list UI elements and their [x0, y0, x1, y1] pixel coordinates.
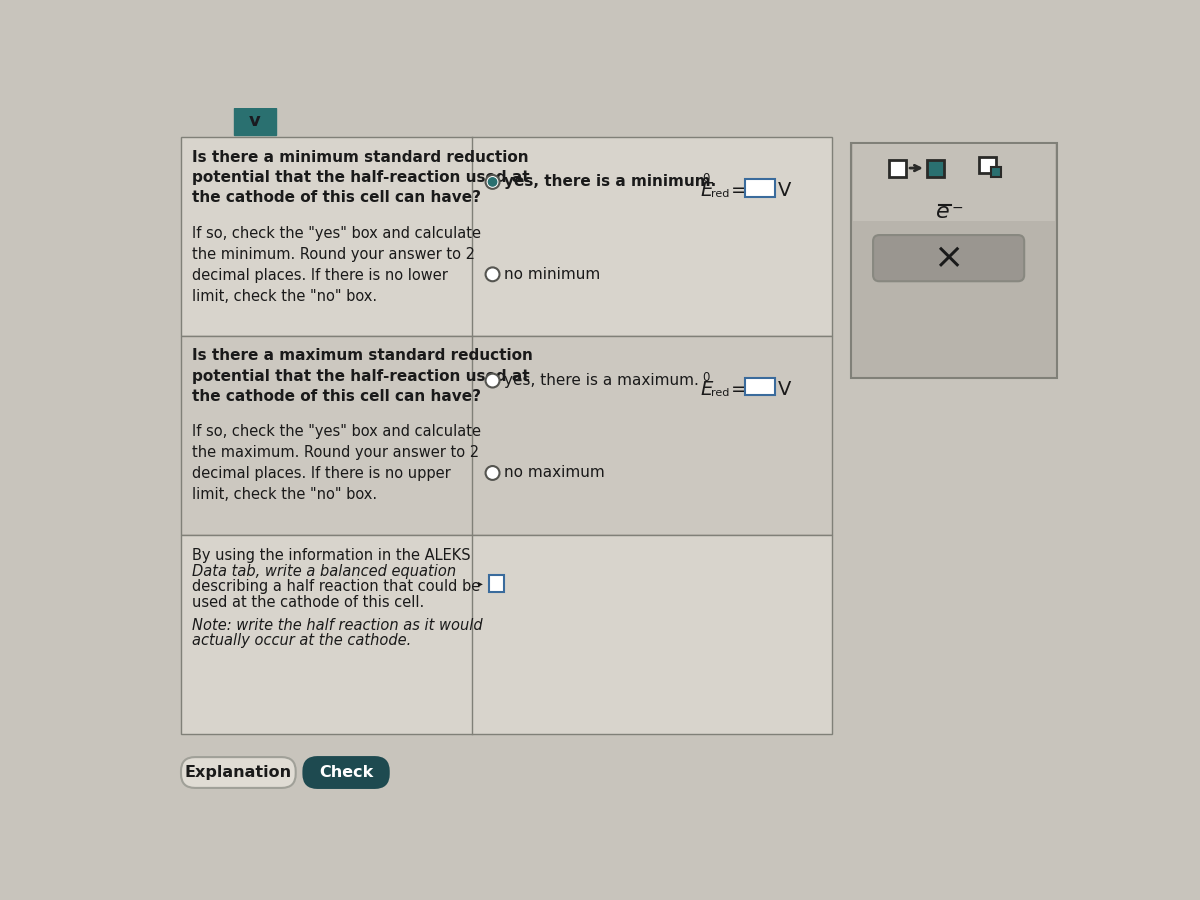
FancyBboxPatch shape	[181, 757, 295, 788]
Text: Is there a minimum standard reduction
potential that the half-reaction used at
t: Is there a minimum standard reduction po…	[192, 149, 529, 205]
Text: E: E	[701, 380, 713, 399]
Text: e: e	[936, 202, 949, 222]
Bar	[181, 138, 832, 336]
Circle shape	[486, 175, 499, 189]
Text: Explanation: Explanation	[185, 765, 292, 780]
Bar	[888, 159, 906, 176]
Bar	[851, 142, 1057, 377]
Text: =: =	[731, 380, 748, 399]
Text: V: V	[778, 181, 791, 200]
Text: Note: write the half reaction as it would: Note: write the half reaction as it woul…	[192, 617, 482, 633]
Circle shape	[486, 267, 499, 281]
Text: v: v	[250, 112, 260, 130]
FancyBboxPatch shape	[304, 757, 389, 788]
Text: red: red	[712, 189, 730, 199]
Text: red: red	[712, 388, 730, 398]
Text: 0: 0	[702, 371, 709, 383]
Text: 0: 0	[702, 172, 709, 184]
Text: no minimum: no minimum	[504, 266, 600, 282]
Text: describing a half reaction that could be: describing a half reaction that could be	[192, 580, 480, 594]
Bar	[745, 377, 775, 395]
Text: actually occur at the cathode.: actually occur at the cathode.	[192, 633, 412, 648]
Circle shape	[486, 374, 499, 388]
Text: Is there a maximum standard reduction
potential that the half-reaction used at
t: Is there a maximum standard reduction po…	[192, 348, 533, 404]
FancyBboxPatch shape	[874, 235, 1025, 281]
Text: yes, there is a minimum.: yes, there is a minimum.	[504, 175, 716, 189]
Text: V: V	[778, 380, 791, 399]
Circle shape	[486, 466, 499, 480]
Text: Check: Check	[319, 765, 373, 780]
Bar	[979, 157, 996, 174]
Bar	[991, 166, 1001, 176]
Text: By using the information in the ALEKS: By using the information in the ALEKS	[192, 548, 470, 563]
Text: Data tab, write a balanced equation: Data tab, write a balanced equation	[192, 563, 456, 579]
Bar	[926, 159, 943, 176]
Bar	[181, 535, 832, 734]
Text: −: −	[952, 201, 962, 215]
Text: If so, check the "yes" box and calculate
the minimum. Round your answer to 2
dec: If so, check the "yes" box and calculate…	[192, 226, 481, 304]
Bar	[234, 108, 276, 135]
Bar	[745, 179, 775, 196]
Text: If so, check the "yes" box and calculate
the maximum. Round your answer to 2
dec: If so, check the "yes" box and calculate…	[192, 425, 481, 502]
Bar	[181, 336, 832, 535]
Text: E: E	[701, 181, 713, 200]
Bar	[853, 144, 1055, 221]
Text: ×: ×	[934, 241, 964, 275]
Text: yes, there is a maximum.: yes, there is a maximum.	[504, 374, 700, 388]
Text: ▸: ▸	[478, 578, 482, 588]
Circle shape	[488, 178, 497, 186]
Bar	[488, 574, 504, 591]
Text: no maximum: no maximum	[504, 465, 605, 481]
Text: =: =	[731, 181, 748, 200]
Text: used at the cathode of this cell.: used at the cathode of this cell.	[192, 595, 424, 609]
